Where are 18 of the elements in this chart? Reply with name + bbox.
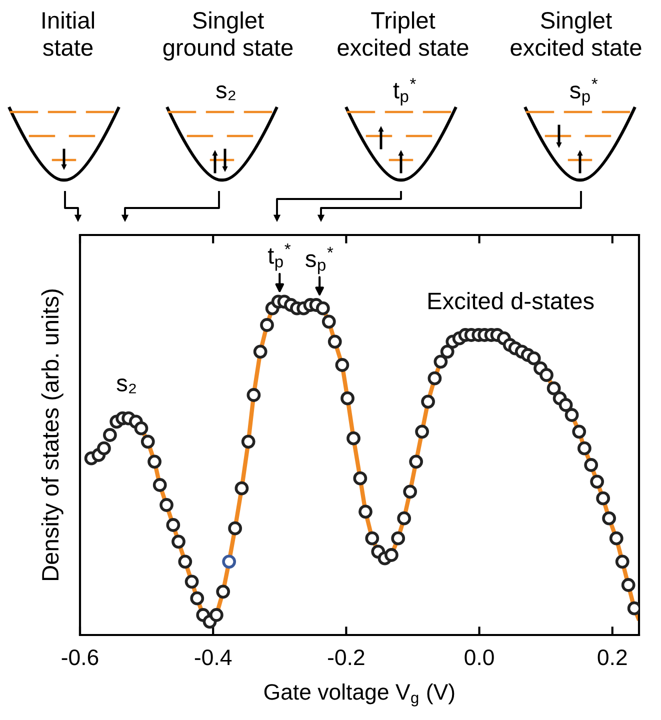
text: Singlet ground state [163, 11, 293, 61]
x-tick-label: -0.4 [194, 649, 232, 666]
x-tick-label: -0.2 [328, 649, 364, 666]
text: s₂ [216, 85, 236, 100]
annotation: t$_{p}$$^{*}$ [268, 243, 291, 271]
text: s$_{p}$$^{*}$ [570, 78, 598, 106]
text: Triplet excited state [338, 11, 468, 56]
y-axis-title: Density of states (arb. units) [41, 289, 64, 580]
annotation: Excited d-states [428, 292, 594, 310]
x-tick-label: -0.6 [62, 649, 98, 666]
x-axis-title: Gate voltage V$_{g}$ (V) [264, 683, 454, 706]
text: t$_{p}$$^{*}$ [393, 78, 416, 106]
annotation: s$_{p}$$^{*}$ [306, 246, 334, 274]
x-tick-label: 0.0 [464, 649, 494, 666]
text: Singlet excited state [510, 11, 642, 56]
annotation: s₂ [116, 378, 136, 394]
text: Initial state [42, 11, 94, 56]
x-tick-label: 0.2 [598, 649, 627, 666]
